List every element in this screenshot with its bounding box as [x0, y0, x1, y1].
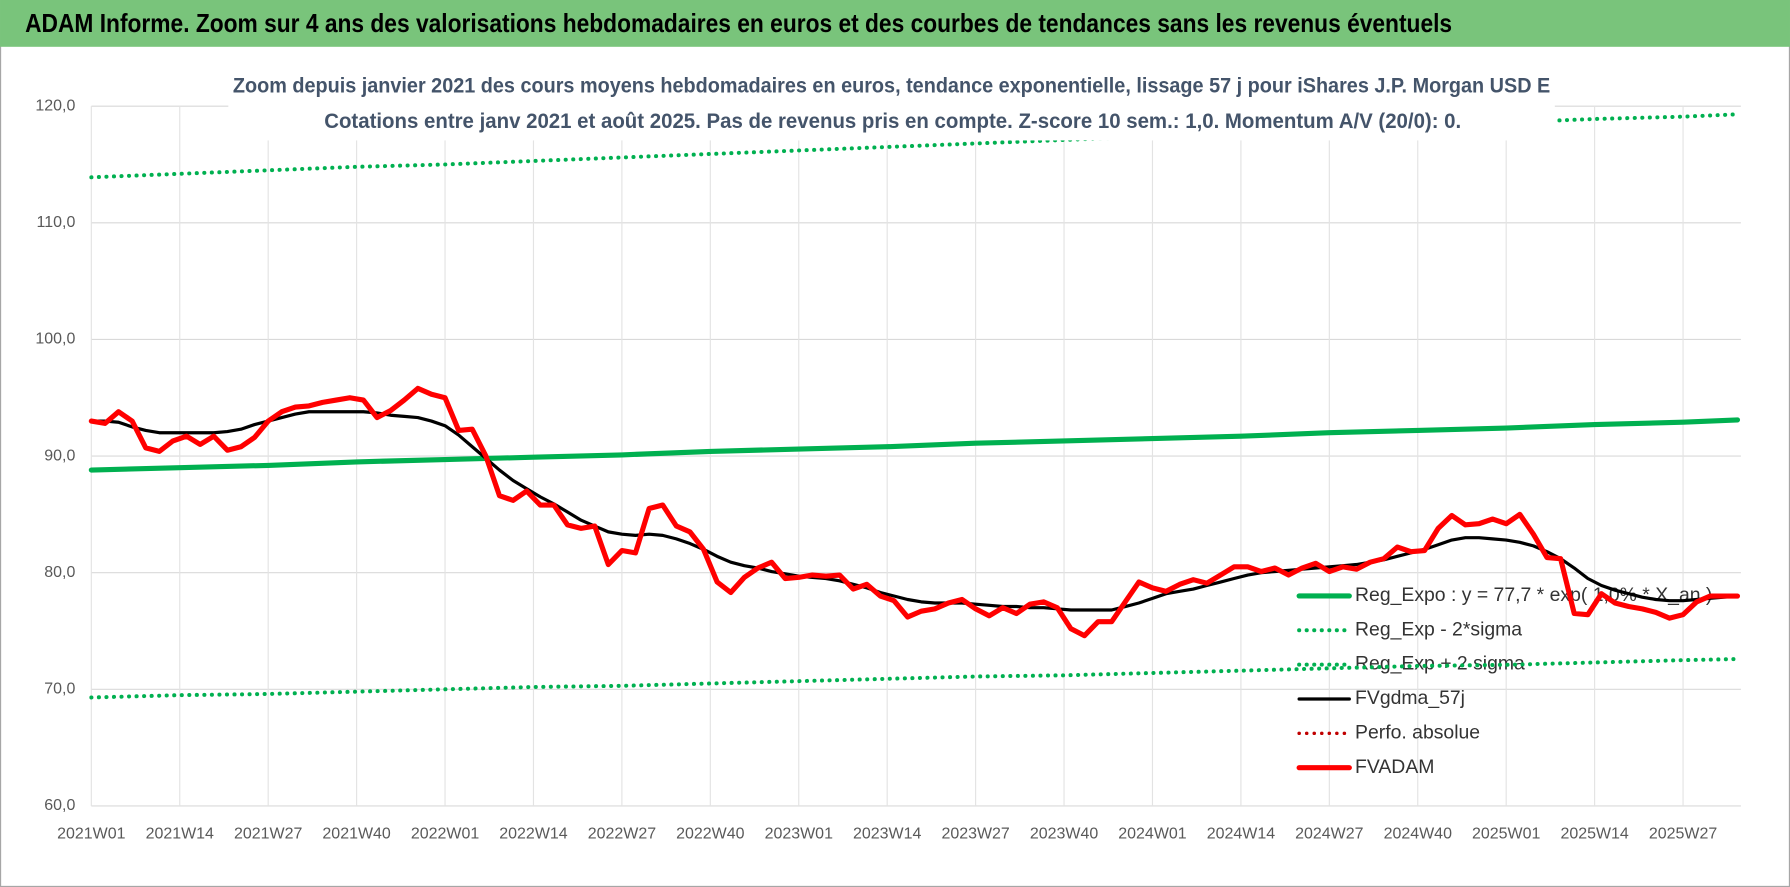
x-tick-label: 2023W14 [853, 826, 921, 843]
y-tick-label: 70,0 [44, 681, 75, 698]
header: ADAM Informe. Zoom sur 4 ans des valoris… [25, 8, 1452, 38]
x-tick-label: 2022W14 [499, 826, 567, 843]
x-tick-label: 2023W40 [1030, 826, 1098, 843]
x-tick-label: 2024W27 [1295, 826, 1363, 843]
series-line [89, 656, 1740, 700]
x-tick-label: 2021W40 [322, 826, 390, 843]
y-tick-label: 80,0 [44, 564, 75, 581]
y-tick-label: 120,0 [35, 97, 75, 114]
x-tick-label: 2023W01 [765, 826, 833, 843]
x-tick-label: 2025W14 [1560, 826, 1628, 843]
title-box [228, 68, 1555, 141]
legend-label: Reg_Expo : y = 77,7 * exp( 1,0% * X_an ) [1355, 584, 1712, 606]
x-tick-label: 2024W40 [1384, 826, 1452, 843]
y-tick-label: 60,0 [44, 797, 75, 814]
x-tick-label: 2024W01 [1118, 826, 1186, 843]
y-tick-label: 90,0 [44, 447, 75, 464]
x-tick-label: 2022W40 [676, 826, 744, 843]
series-line [88, 385, 1741, 639]
grid: 60,0 70,0 80,0 90,0 100,0 110,0 120,0 2021W01 20… [35, 97, 1741, 843]
legend-label: FVgdma_57j [1355, 687, 1465, 709]
chart-subtitle: Cotations entre janv 2021 et août 2025. … [324, 108, 1461, 133]
x-tick-label: 2025W01 [1472, 826, 1540, 843]
legend-label: Perfo. absolue [1355, 721, 1480, 743]
x-tick-label: 2021W14 [146, 826, 214, 843]
header-bar [0, 0, 1790, 47]
series-line [88, 417, 1741, 473]
x-tick-label: 2024W14 [1207, 826, 1275, 843]
y-tick-label: 100,0 [35, 331, 75, 348]
series-line [89, 410, 1740, 612]
y-tick-label: 110,0 [37, 214, 76, 231]
x-tick-label: 2021W27 [234, 826, 302, 843]
x-tick-label: 2025W27 [1649, 826, 1717, 843]
x-tick-label: 2022W01 [411, 826, 479, 843]
x-tick-label: 2023W27 [941, 826, 1009, 843]
chart-title: Zoom depuis janvier 2021 des cours moyen… [233, 72, 1550, 97]
x-tick-label: 2021W01 [57, 826, 125, 843]
legend-label: FVADAM [1355, 756, 1434, 778]
legend-label: Reg_Exp - 2*sigma [1355, 618, 1522, 640]
x-tick-label: 2022W27 [588, 826, 656, 843]
